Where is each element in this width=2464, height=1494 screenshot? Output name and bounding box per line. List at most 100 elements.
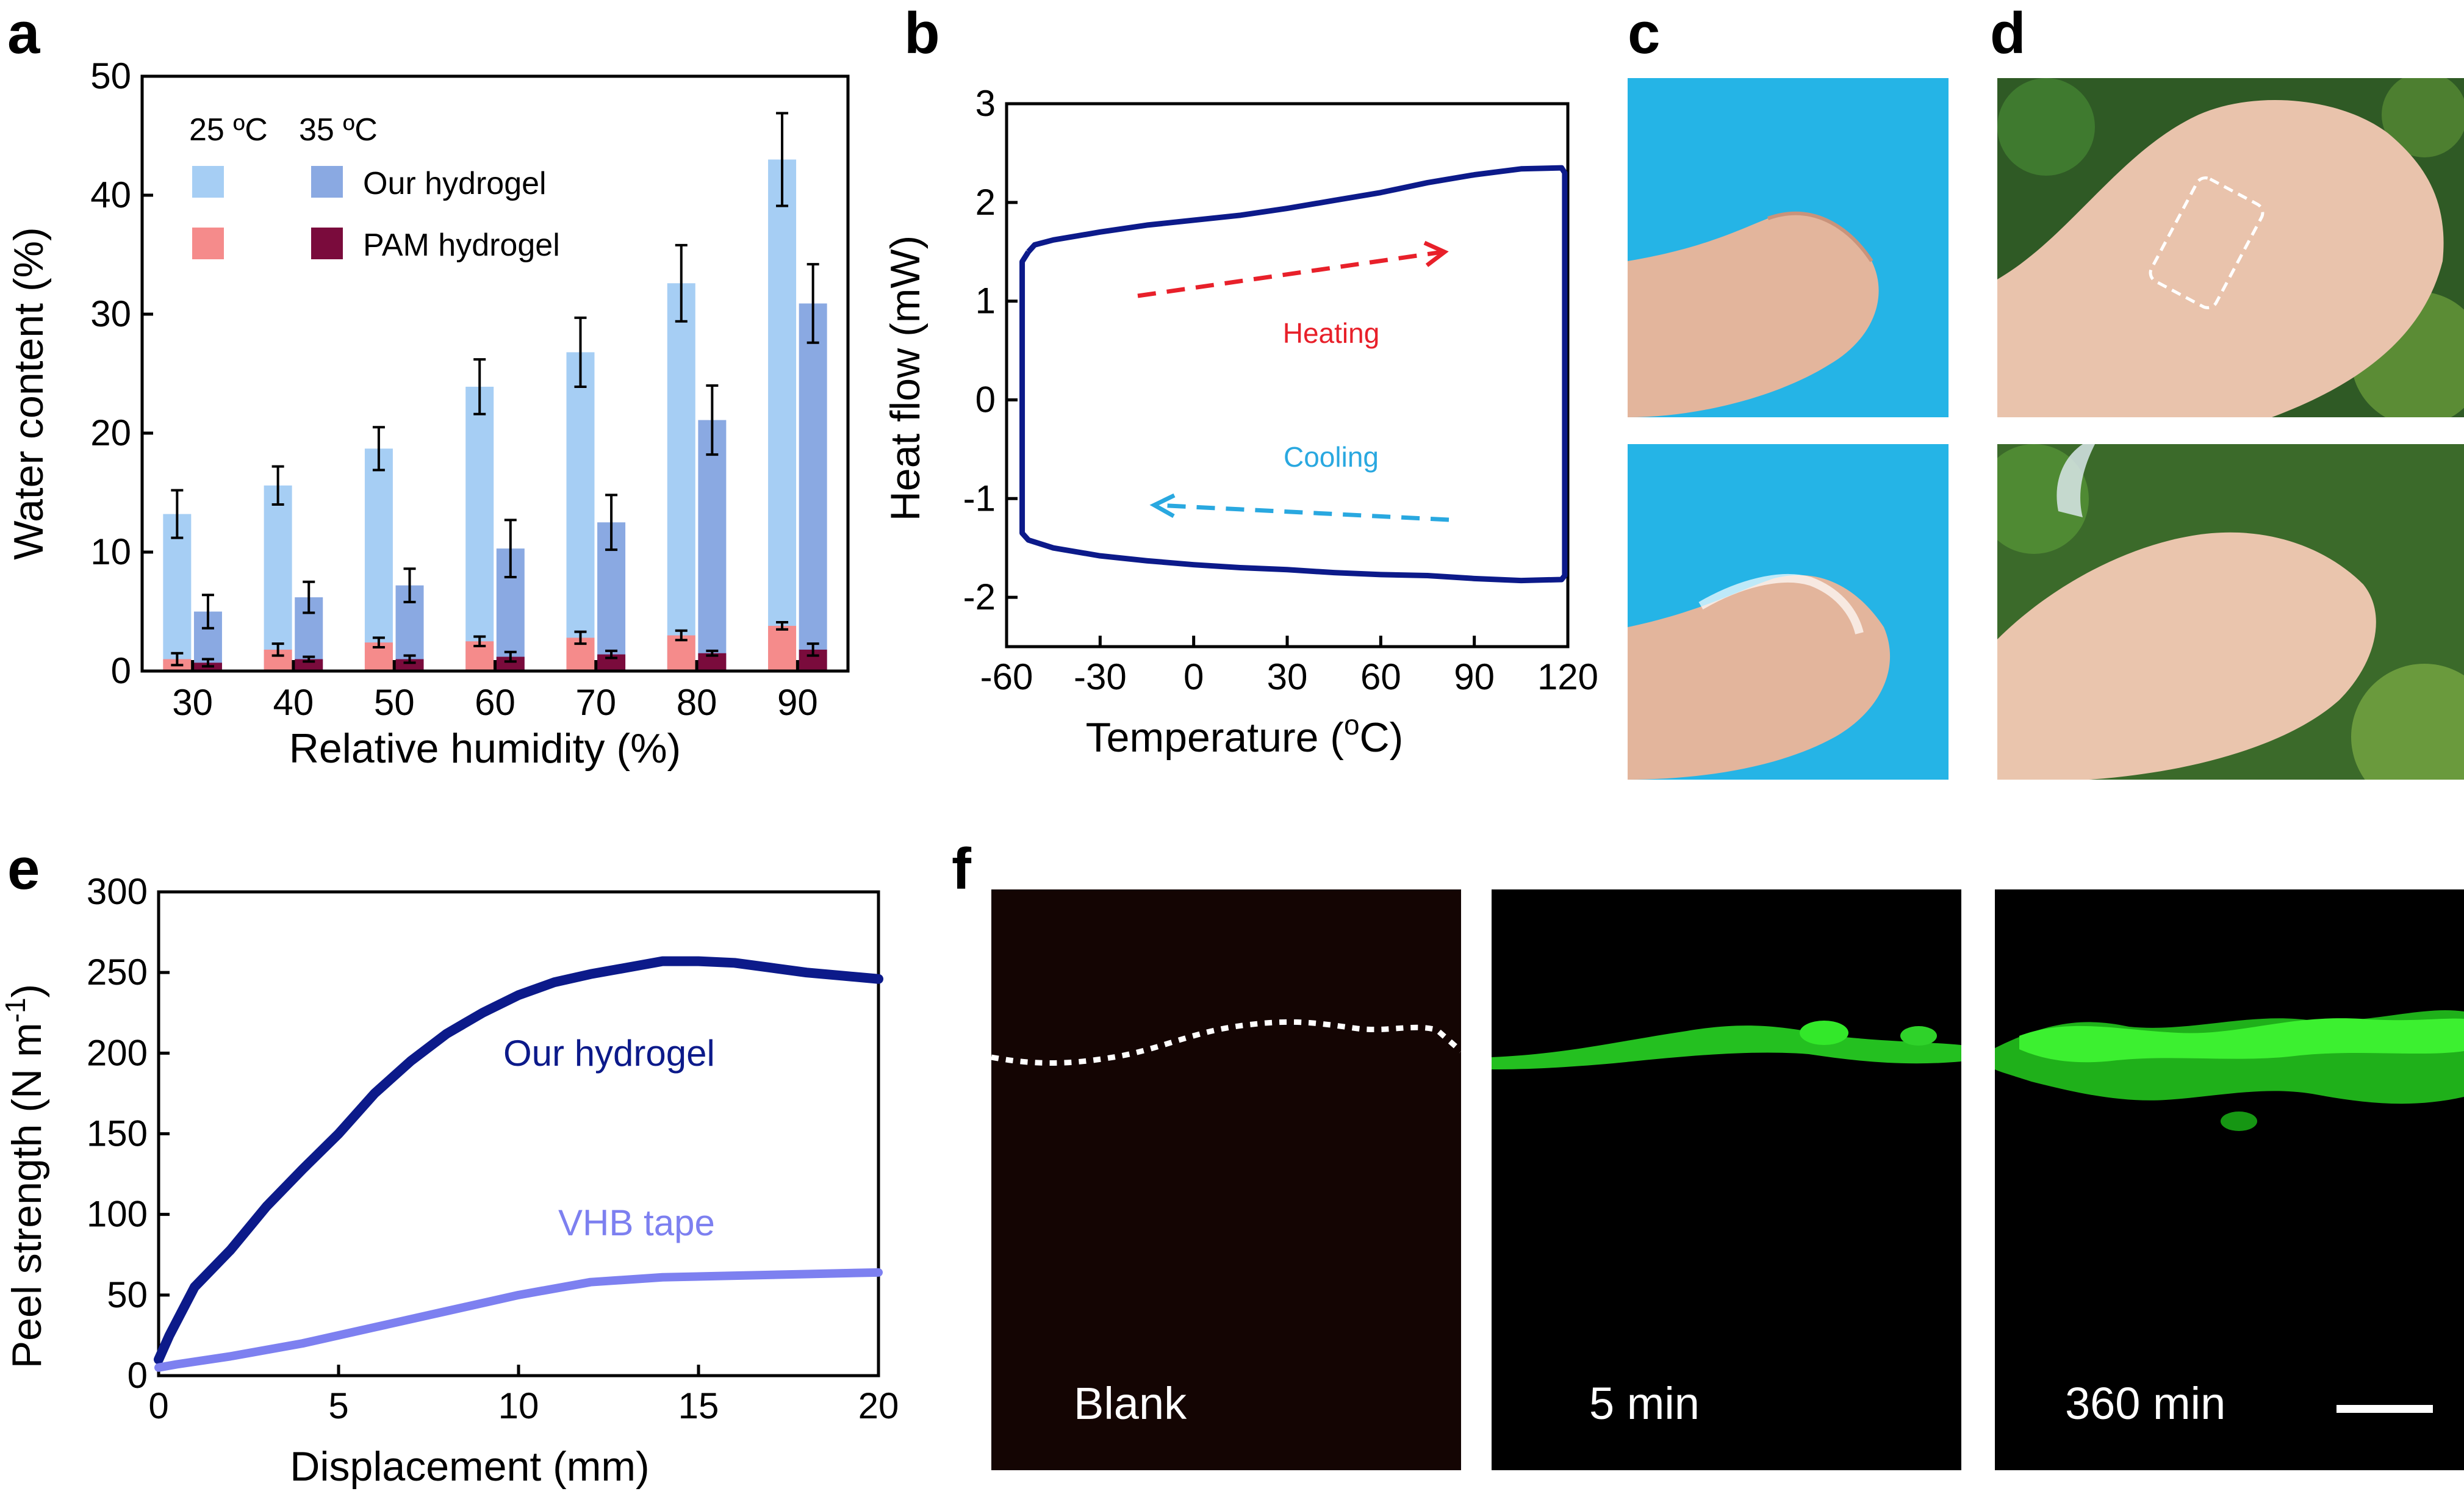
- bar: [698, 420, 727, 671]
- panel-label-b: b: [904, 1, 940, 66]
- chart-e-xlabel: Displacement (mm): [290, 1443, 649, 1490]
- cooling-arrow-head: [1149, 493, 1176, 519]
- micrograph-label-360min: 360 min: [2065, 1378, 2226, 1429]
- heating-label: Heating: [1283, 317, 1380, 349]
- y-tick-label: 1: [975, 281, 996, 321]
- panel-label-a: a: [7, 1, 40, 66]
- y-tick-label: 2: [975, 182, 996, 223]
- micrograph-label-blank: Blank: [1074, 1378, 1187, 1429]
- chart-a-xlabel: Relative humidity (%): [289, 725, 681, 772]
- legend-header-25: 25 ºC: [189, 112, 268, 148]
- y-tick-label: 50: [107, 1274, 148, 1315]
- y-tick-label: 300: [87, 871, 148, 912]
- micrograph-5min: 5 min: [1492, 889, 1961, 1470]
- fluorescence-360min: [1995, 1010, 2464, 1131]
- bar: [264, 485, 292, 671]
- x-tick-label: 50: [374, 682, 415, 723]
- cooling-label: Cooling: [1284, 441, 1379, 473]
- y-tick-label: 20: [90, 412, 131, 453]
- chart-a-ylabel: Water content (%): [5, 227, 52, 559]
- y-tick-label: 0: [111, 650, 131, 691]
- micrograph-label-5min: 5 min: [1589, 1378, 1700, 1429]
- y-tick-label: 40: [90, 174, 131, 215]
- y-tick-label: -2: [963, 576, 996, 617]
- panel-label-c: c: [1628, 1, 1661, 66]
- bar: [667, 283, 695, 671]
- x-tick-label: 80: [677, 682, 717, 723]
- y-tick-label: -1: [963, 478, 996, 519]
- x-tick-label: 70: [575, 682, 616, 723]
- bar: [465, 386, 494, 671]
- legend-swatch-our-25: [192, 166, 224, 198]
- hand-photo-peel: [1997, 444, 2464, 780]
- bar: [768, 159, 797, 671]
- y-tick-label: 250: [87, 952, 148, 993]
- bar: [163, 514, 192, 671]
- x-tick-label: 120: [1537, 656, 1598, 697]
- y-tick-label: 50: [90, 56, 131, 96]
- legend-header-35: 35 ºC: [299, 112, 378, 148]
- bar: [566, 352, 595, 671]
- bar: [395, 659, 424, 671]
- dsc-loop-line: [1019, 165, 1568, 584]
- panel-label-d: d: [1990, 1, 2026, 66]
- x-tick-label: 10: [498, 1385, 539, 1426]
- finger-photo-hydrogel: [1628, 444, 1949, 780]
- legend-swatch-pam-25: [192, 228, 224, 259]
- x-tick-label: -60: [980, 656, 1033, 697]
- hand-photo-patch: [1997, 78, 2464, 417]
- bar: [496, 656, 525, 671]
- y-tick-label: 30: [90, 293, 131, 334]
- y-tick-label: 200: [87, 1032, 148, 1073]
- legend-label-pam: PAM hydrogel: [363, 228, 560, 263]
- cooling-arrow: [1155, 503, 1449, 522]
- tissue-boundary: [991, 1019, 1461, 1066]
- legend-swatch-our-35: [311, 166, 343, 198]
- hand-patch-illustration: [1997, 78, 2464, 417]
- y-tick-label: 0: [975, 379, 996, 420]
- x-tick-label: 60: [1360, 656, 1401, 697]
- series-line-our-hydrogel: [154, 956, 883, 1365]
- scale-bar: [2336, 1405, 2433, 1413]
- x-tick-label: 5: [328, 1385, 348, 1426]
- panel-label-f: f: [952, 836, 971, 902]
- water-content-bar-chart: 0 10 20 30 40 50 30 40 50 60 70 80 90 25 ºC 35 ºC Ou…: [5, 56, 850, 772]
- panel-label-e: e: [7, 836, 40, 902]
- bar: [364, 448, 393, 671]
- x-tick-label: 30: [172, 682, 213, 723]
- finger-hydrogel-illustration: [1628, 573, 1891, 780]
- bar: [295, 659, 323, 671]
- series-label-vhb-tape: VHB tape: [558, 1202, 715, 1243]
- x-tick-label: 30: [1267, 656, 1308, 697]
- fluorescence-5min: [1492, 1021, 1961, 1069]
- heating-arrow: [1137, 250, 1443, 298]
- x-tick-label: -30: [1074, 656, 1127, 697]
- heat-flow-dsc-chart: -60 -30 0 30 60 90 120 -2 -1 0 1 2 3 Heating Cooling…: [882, 83, 1598, 761]
- hand-peel-illustration: [1997, 444, 2464, 780]
- y-tick-label: 100: [87, 1194, 148, 1235]
- finger-dry-illustration: [1628, 211, 1879, 417]
- y-tick-label: 10: [90, 531, 131, 572]
- bar: [799, 303, 827, 671]
- legend-label-our: Our hydrogel: [363, 166, 547, 201]
- micrograph-blank: Blank: [991, 889, 1461, 1470]
- series-line-vhb-tape: [154, 1268, 883, 1372]
- x-tick-label: 20: [858, 1385, 899, 1426]
- chart-b-ylabel: Heat flow (mW): [882, 235, 928, 521]
- micrograph-360min: 360 min: [1995, 889, 2464, 1470]
- bar: [768, 625, 797, 671]
- x-tick-label: 90: [1454, 656, 1495, 697]
- chart-e-ylabel: Peel strength (N m-1): [0, 984, 50, 1368]
- x-tick-label: 15: [678, 1385, 719, 1426]
- x-tick-label: 60: [475, 682, 515, 723]
- legend-swatch-pam-35: [311, 228, 343, 259]
- y-tick-label: 0: [128, 1355, 148, 1396]
- x-tick-label: 90: [777, 682, 818, 723]
- chart-b-xlabel: Temperature (oC): [1086, 709, 1404, 761]
- y-tick-label: 3: [975, 83, 996, 124]
- x-tick-label: 0: [148, 1385, 168, 1426]
- finger-photo-dry: [1628, 78, 1949, 417]
- plot-frame: [1005, 102, 1570, 648]
- heating-arrow-head: [1423, 240, 1449, 267]
